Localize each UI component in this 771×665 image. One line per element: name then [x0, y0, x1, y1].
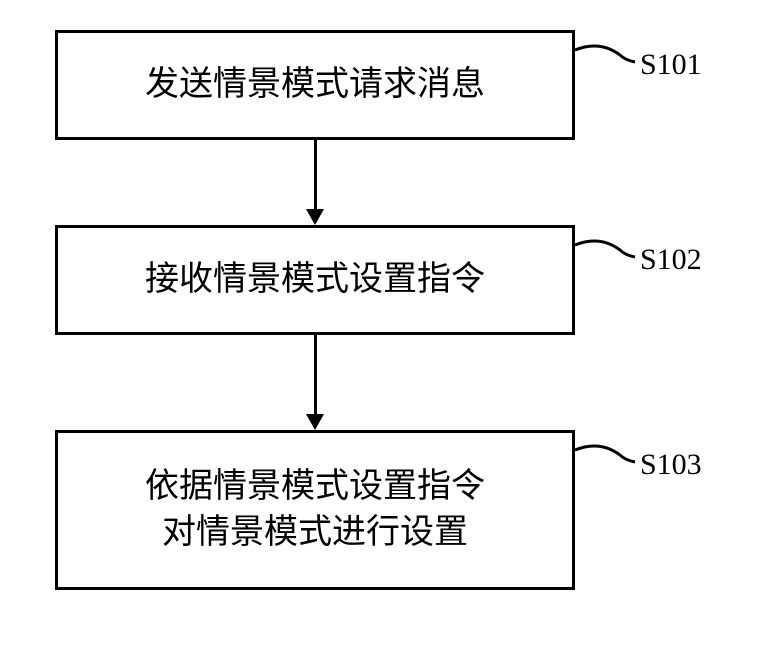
flow-edge-arrowhead-1 — [306, 414, 324, 430]
flow-node-text: 接收情景模式设置指令 — [145, 257, 485, 303]
flow-node-label-n3: S103 — [640, 448, 702, 482]
flowchart-canvas: 发送情景模式请求消息 S101 接收情景模式设置指令 S102 依据情景模式设置指令 对… — [0, 0, 771, 665]
flow-edge-line-0 — [314, 140, 317, 209]
flow-node-n1: 发送情景模式请求消息 — [55, 30, 575, 140]
flow-node-label-n2: S102 — [640, 243, 702, 277]
flow-node-text: 依据情景模式设置指令 对情景模式进行设置 — [145, 464, 485, 556]
flow-node-n2: 接收情景模式设置指令 — [55, 225, 575, 335]
flow-node-label-n1: S101 — [640, 48, 702, 82]
flow-node-text: 发送情景模式请求消息 — [145, 62, 485, 108]
flow-node-n3: 依据情景模式设置指令 对情景模式进行设置 — [55, 430, 575, 590]
flow-edge-line-1 — [314, 335, 317, 414]
flow-edge-arrowhead-0 — [306, 209, 324, 225]
